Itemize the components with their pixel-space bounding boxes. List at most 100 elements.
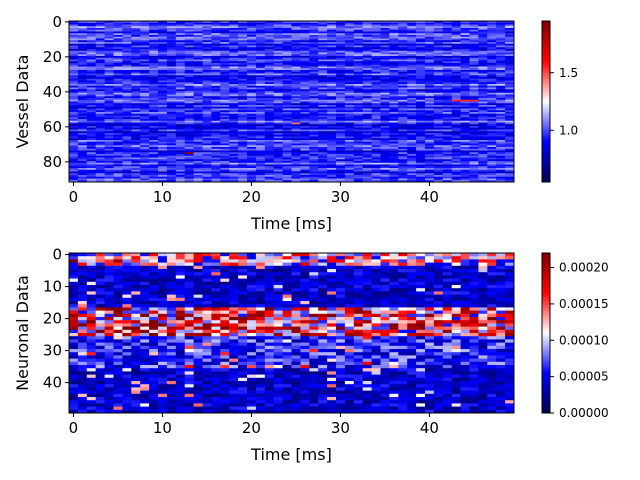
heatmap-cell [247, 119, 257, 122]
heatmap-cell [469, 56, 479, 59]
heatmap-cell [149, 71, 159, 74]
heatmap-cell [69, 89, 79, 92]
heatmap-cell [336, 63, 346, 66]
heatmap-cell [247, 94, 257, 97]
heatmap-cell [158, 272, 168, 276]
heatmap-cell [122, 82, 132, 85]
heatmap-cell [460, 101, 470, 104]
heatmap-cell [362, 164, 372, 167]
heatmap-cell [273, 155, 283, 158]
heatmap-cell [264, 265, 275, 270]
heatmap-cell [291, 161, 301, 164]
heatmap-cell [442, 113, 453, 116]
heatmap-cell [220, 110, 230, 113]
heatmap-cell [344, 136, 355, 139]
heatmap-cell [229, 176, 239, 179]
heatmap-cell [95, 127, 105, 130]
heatmap-cell [86, 180, 97, 183]
heatmap-cell [469, 42, 479, 45]
heatmap-cell [478, 126, 488, 129]
heatmap-cell [158, 103, 168, 106]
heatmap-cell [433, 82, 444, 85]
heatmap-cell [442, 24, 453, 27]
heatmap-cell [327, 59, 337, 62]
heatmap-cell [309, 36, 319, 39]
heatmap-cell [122, 259, 132, 263]
heatmap-cell [184, 40, 194, 43]
heatmap-cell [211, 82, 221, 85]
heatmap-cell [175, 21, 186, 24]
heatmap-cell [193, 272, 203, 276]
heatmap-cell [487, 54, 497, 57]
heatmap-cell [264, 166, 275, 169]
heatmap-cell [104, 66, 114, 69]
heatmap-cell [291, 108, 301, 111]
heatmap-cell [442, 168, 453, 171]
heatmap-cell [282, 77, 292, 80]
heatmap-cell [469, 127, 479, 130]
heatmap-cell [211, 80, 221, 83]
heatmap-cell [86, 42, 97, 45]
heatmap-cell [77, 173, 88, 176]
heatmap-cell [318, 126, 328, 129]
heatmap-cell [487, 33, 497, 36]
heatmap-cell [353, 43, 364, 46]
heatmap-cell [184, 112, 194, 115]
heatmap-cell [469, 108, 479, 111]
heatmap-cell [460, 24, 470, 27]
heatmap-cell [291, 173, 301, 176]
heatmap-cell [104, 180, 114, 183]
heatmap-cell [505, 56, 515, 59]
heatmap-cell [104, 168, 114, 171]
heatmap-cell [327, 105, 337, 108]
heatmap-cell [184, 59, 194, 62]
heatmap-cell [433, 68, 444, 71]
heatmap-cell [86, 162, 97, 165]
heatmap-cell [433, 155, 444, 158]
heatmap-cell [140, 77, 150, 80]
heatmap-cell [398, 131, 408, 134]
heatmap-cell [318, 70, 328, 73]
heatmap-cell [380, 45, 390, 48]
heatmap-cell [158, 49, 168, 52]
heatmap-cell [113, 78, 123, 81]
heatmap-cell [95, 89, 105, 92]
heatmap-cell [247, 129, 257, 132]
heatmap-cell [407, 75, 417, 78]
heatmap-cell [478, 59, 488, 62]
heatmap-cell [255, 29, 266, 32]
heatmap-cell [389, 70, 399, 73]
heatmap-cell [425, 253, 435, 257]
heatmap-cell [149, 176, 159, 179]
heatmap-cell [131, 63, 141, 66]
heatmap-cell [291, 92, 301, 95]
heatmap-cell [282, 272, 292, 276]
heatmap-cell [380, 75, 390, 78]
heatmap-cell [407, 113, 417, 116]
heatmap-cell [353, 94, 364, 97]
heatmap-cell [95, 66, 105, 69]
heatmap-cell [353, 59, 364, 62]
heatmap-cell [309, 43, 319, 46]
heatmap-cell [389, 126, 399, 129]
heatmap-cell [158, 159, 168, 162]
heatmap-cell [149, 77, 159, 80]
heatmap-cell [69, 47, 79, 50]
heatmap-cell [425, 73, 435, 76]
heatmap-cell [416, 178, 426, 181]
heatmap-cell [95, 52, 105, 55]
heatmap-cell [229, 101, 239, 104]
heatmap-cell [416, 70, 426, 73]
heatmap-cell [95, 45, 105, 48]
heatmap-cell [229, 175, 239, 178]
heatmap-cell [238, 110, 248, 113]
heatmap-cell [487, 64, 497, 67]
heatmap-cell [371, 154, 381, 157]
heatmap-cell [255, 154, 266, 157]
heatmap-cell [86, 115, 97, 118]
heatmap-cell [407, 173, 417, 176]
heatmap-cell [291, 253, 301, 257]
heatmap-cell [158, 57, 168, 60]
heatmap-cell [362, 272, 372, 276]
heatmap-cell [451, 112, 461, 115]
